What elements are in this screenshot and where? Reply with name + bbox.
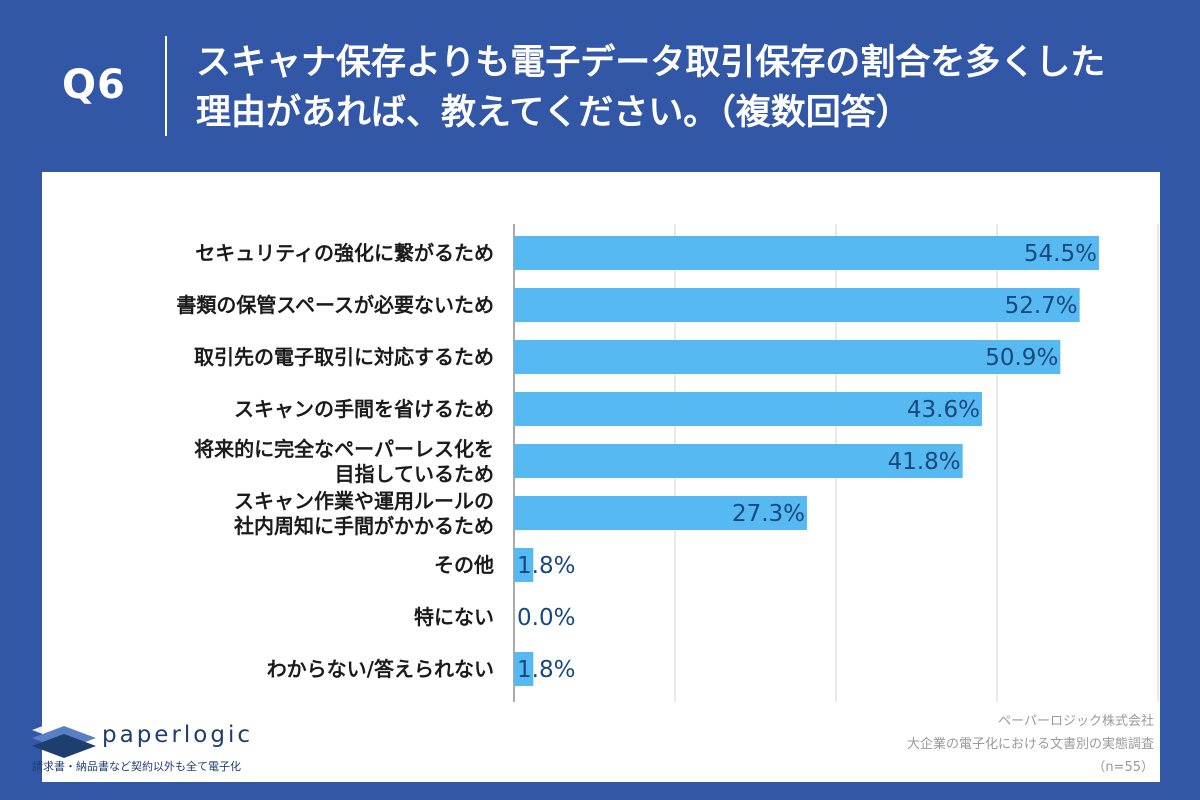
source-survey: 大企業の電子化における文書別の実態調査 (906, 737, 1154, 752)
header: Q6 スキャナ保存よりも電子データ取引保存の割合を多くした 理由があれば、教えて… (0, 0, 1200, 170)
value-label: 41.8% (888, 449, 961, 475)
category-label: その他 (434, 553, 494, 577)
value-label: 52.7% (1005, 293, 1078, 319)
logo-wordmark: paperlogic (102, 722, 253, 748)
category-label: 将来的に完全なペーパーレス化を目指しているため (194, 437, 494, 486)
bar (514, 236, 1099, 270)
source-note: ペーパーロジック株式会社 大企業の電子化における文書別の実態調査 （n=55） (907, 710, 1154, 779)
category-label: 特にない (414, 605, 494, 629)
category-label: 書類の保管スペースが必要ないため (176, 293, 494, 317)
value-label: 54.5% (1024, 241, 1097, 267)
bar (514, 652, 534, 686)
bar-chart: セキュリティの強化に繋がるため 54.5% 書類の保管スペースが必要ないため 52.7… (176, 224, 1159, 702)
header-divider (165, 36, 167, 136)
bar (514, 288, 1080, 322)
source-sample-size: （n=55） (1092, 760, 1154, 775)
bar (514, 496, 808, 530)
bar (514, 444, 963, 478)
category-label: スキャンの手間を省けるため (234, 397, 494, 421)
question-number: Q6 (62, 62, 126, 108)
category-label: 取引先の電子取引に対応するため (194, 345, 494, 369)
logo-tagline: 請求書・納品書など契約以外も全て電子化 (32, 760, 241, 773)
question-title-line2: 理由があれば、教えてください。（複数回答） (196, 93, 911, 133)
source-company: ペーパーロジック株式会社 (998, 714, 1154, 729)
category-label: スキャン作業や運用ルールの社内周知に手間がかかるため (233, 489, 494, 538)
category-label: セキュリティの強化に繋がるため (195, 241, 494, 265)
chart-panel: セキュリティの強化に繋がるため 54.5% 書類の保管スペースが必要ないため 52.7… (42, 172, 1160, 782)
paperlogic-logo-icon (32, 714, 96, 758)
bar (514, 340, 1061, 374)
question-title: スキャナ保存よりも電子データ取引保存の割合を多くした 理由があれば、教えてくださ… (196, 38, 1156, 138)
value-label: 43.6% (907, 397, 980, 423)
category-label: わからない/答えられない (267, 657, 494, 681)
value-label: 1.8% (517, 657, 575, 683)
value-label: 50.9% (985, 345, 1058, 371)
bar (514, 392, 982, 426)
value-label: 0.0% (517, 605, 575, 631)
value-label: 1.8% (517, 553, 575, 579)
bar (514, 548, 534, 582)
question-title-line1: スキャナ保存よりも電子データ取引保存の割合を多くした (196, 43, 1106, 83)
value-label: 27.3% (732, 501, 805, 527)
